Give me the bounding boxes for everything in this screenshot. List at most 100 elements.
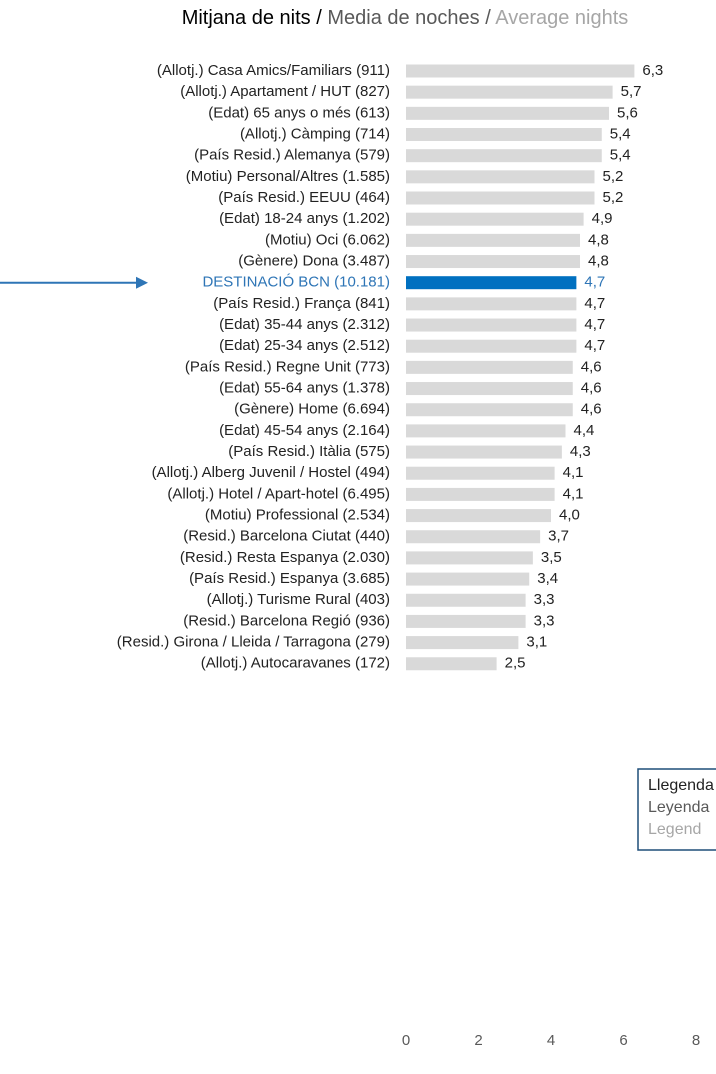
category-label: (Edat) 55-64 anys (1.378): [219, 380, 390, 397]
category-label: (Allotj.) Autocaravanes (172): [201, 655, 390, 672]
category-label: (País Resid.) Itàlia (575): [228, 443, 390, 460]
value-label: 4,3: [570, 443, 591, 460]
category-label: (Motiu) Oci (6.062): [265, 231, 390, 248]
value-label: 3,5: [541, 549, 562, 566]
bar: [406, 128, 602, 142]
value-label: 4,1: [563, 464, 584, 481]
x-tick-label: 0: [402, 1032, 410, 1049]
bar: [406, 614, 526, 628]
bar: [406, 233, 580, 247]
value-label: 3,7: [548, 528, 569, 545]
bar: [406, 657, 497, 671]
bar: [406, 255, 580, 269]
value-label: 3,4: [537, 570, 558, 587]
bar: [406, 509, 551, 523]
category-label: (Resid.) Girona / Lleida / Tarragona (27…: [117, 634, 390, 651]
value-label: 4,7: [584, 274, 605, 291]
bar: [406, 170, 595, 184]
value-label: 3,3: [534, 612, 555, 629]
bar: [406, 191, 595, 205]
bar: [406, 403, 573, 417]
category-label: (País Resid.) Alemanya (579): [194, 147, 390, 164]
bar: [406, 106, 609, 120]
value-label: 5,2: [603, 168, 624, 185]
value-label: 4,7: [584, 337, 605, 354]
value-label: 4,8: [588, 231, 609, 248]
category-label: (Allotj.) Apartament / HUT (827): [180, 83, 390, 100]
bar: [406, 445, 562, 459]
value-label: 4,1: [563, 485, 584, 502]
category-label: (Resid.) Barcelona Regió (936): [183, 612, 390, 629]
value-label: 6,3: [642, 62, 663, 79]
legend-title: Leyenda: [648, 799, 709, 816]
bar: [406, 424, 566, 438]
title-en: Average nights: [495, 7, 628, 29]
bar: [406, 339, 577, 353]
category-label: DESTINACIÓ BCN (10.181): [202, 274, 390, 291]
bar: [406, 466, 555, 480]
value-label: 5,7: [621, 83, 642, 100]
category-label: (Edat) 18-24 anys (1.202): [219, 210, 390, 227]
category-label: (Allotj.) Alberg Juvenil / Hostel (494): [152, 464, 390, 481]
bar: [406, 382, 573, 396]
category-label: (Edat) 25-34 anys (2.512): [219, 337, 390, 354]
bar: [406, 276, 577, 290]
bar: [406, 360, 573, 374]
bar: [406, 149, 602, 163]
value-label: 5,2: [603, 189, 624, 206]
bar: [406, 530, 541, 544]
legend-title: Llegenda: [648, 777, 714, 794]
value-label: 4,0: [559, 507, 580, 524]
bar: [406, 551, 533, 565]
value-label: 4,7: [584, 316, 605, 333]
category-label: (Allotj.) Càmping (714): [240, 125, 390, 142]
value-label: 4,9: [592, 210, 613, 227]
category-label: (Edat) 45-54 anys (2.164): [219, 422, 390, 439]
category-label: (País Resid.) França (841): [213, 295, 390, 312]
x-tick-label: 6: [619, 1032, 627, 1049]
value-label: 3,3: [534, 591, 555, 608]
value-label: 4,6: [581, 358, 602, 375]
value-label: 5,4: [610, 147, 631, 164]
category-label: (Edat) 35-44 anys (2.312): [219, 316, 390, 333]
value-label: 5,4: [610, 125, 631, 142]
x-tick-label: 4: [547, 1032, 555, 1049]
value-label: 4,7: [584, 295, 605, 312]
x-tick-label: 2: [474, 1032, 482, 1049]
chart-title: Mitjana de nits / Media de noches / Aver…: [182, 7, 629, 29]
value-label: 4,6: [581, 401, 602, 418]
category-label: (Edat) 65 anys o més (613): [208, 104, 390, 121]
category-label: (Allotj.) Casa Amics/Familiars (911): [157, 62, 390, 79]
x-tick-label: 8: [692, 1032, 700, 1049]
category-label: (País Resid.) Espanya (3.685): [189, 570, 390, 587]
bar: [406, 593, 526, 607]
bar: [406, 636, 519, 650]
value-label: 3,1: [526, 634, 547, 651]
category-label: (Resid.) Resta Espanya (2.030): [180, 549, 390, 566]
category-label: (Allotj.) Turisme Rural (403): [207, 591, 390, 608]
category-label: (País Resid.) EEUU (464): [218, 189, 390, 206]
bar: [406, 318, 577, 332]
category-label: (País Resid.) Regne Unit (773): [185, 358, 390, 375]
category-label: (Motiu) Personal/Altres (1.585): [186, 168, 390, 185]
bar: [406, 487, 555, 501]
bar: [406, 85, 613, 99]
category-label: (Gènere) Home (6.694): [234, 401, 390, 418]
value-label: 4,8: [588, 252, 609, 269]
legend-title: Legend: [648, 821, 701, 838]
category-label: (Allotj.) Hotel / Apart-hotel (6.495): [167, 485, 390, 502]
category-label: (Resid.) Barcelona Ciutat (440): [183, 528, 390, 545]
value-label: 2,5: [505, 655, 526, 672]
highlight-arrowhead: [136, 276, 148, 289]
legend-box: [637, 768, 716, 851]
value-label: 4,6: [581, 380, 602, 397]
category-label: (Motiu) Professional (2.534): [205, 507, 390, 524]
bar: [406, 572, 530, 586]
title-es: Media de noches /: [327, 7, 491, 29]
category-label: (Gènere) Dona (3.487): [238, 252, 390, 269]
bar: [406, 212, 584, 226]
value-label: 4,4: [574, 422, 595, 439]
bar: [406, 297, 577, 311]
title-ca: Mitjana de nits /: [182, 7, 323, 29]
